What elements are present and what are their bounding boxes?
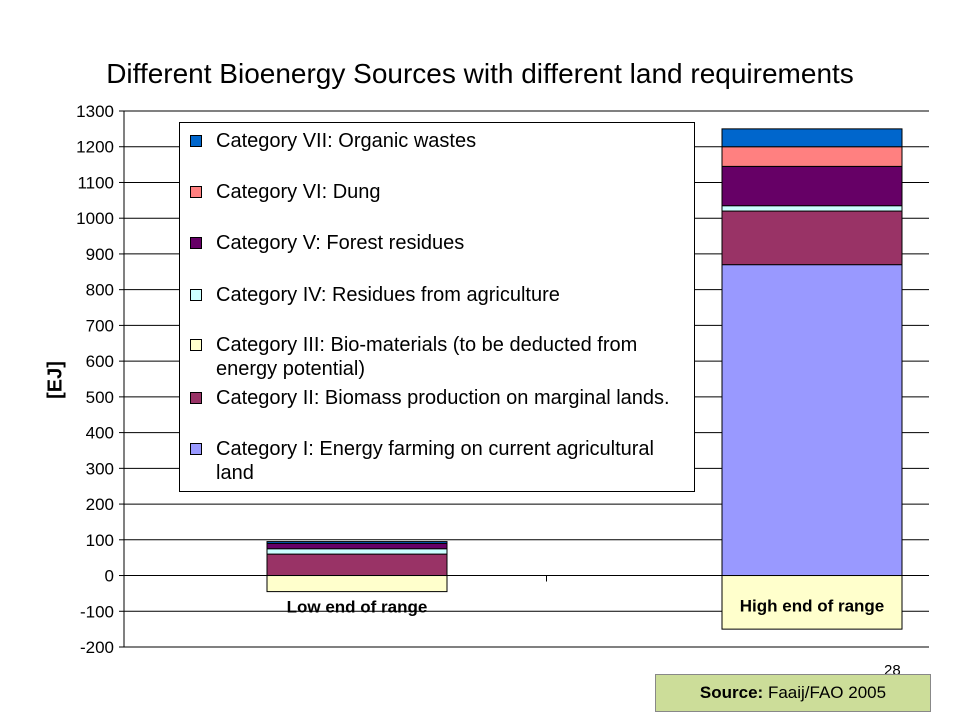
y-tick-label: 1100 (77, 173, 114, 192)
y-tick-label: 400 (86, 424, 114, 443)
y-tick-label: 900 (86, 245, 114, 264)
legend-swatch (190, 135, 202, 147)
legend-swatch (190, 392, 202, 404)
y-tick-label: 0 (105, 567, 114, 586)
source-label: Source: (699, 683, 764, 702)
legend-label: Category VI: Dung (216, 181, 381, 203)
legend-swatch (190, 443, 202, 455)
legend-swatch (190, 186, 202, 198)
legend-label: Category III: Bio-materials (to be deduc… (216, 334, 638, 380)
y-tick-label: -200 (80, 638, 114, 657)
bar-segment (266, 542, 448, 550)
y-tick-label: 1300 (76, 102, 114, 121)
y-tick-label: 600 (86, 352, 114, 371)
y-tick-label: 700 (86, 316, 114, 335)
legend-swatch (190, 339, 202, 351)
bar-segment (721, 205, 903, 212)
bar-segment (266, 548, 448, 555)
y-tick-label: 800 (86, 281, 114, 300)
bars (266, 128, 903, 630)
y-tick-label: 1000 (76, 209, 114, 228)
bar-segment (266, 541, 448, 544)
y-tick-label: 1200 (76, 138, 114, 157)
legend-label: Category VII: Organic wastes (216, 130, 477, 152)
legend-swatch (190, 237, 202, 249)
bar-segment (721, 146, 903, 167)
y-tick-label: -100 (80, 602, 114, 621)
y-tick-label: 100 (86, 531, 114, 550)
y-tick-label: 300 (86, 459, 114, 478)
source-text: Faaij/FAO 2005 (767, 683, 887, 702)
chart-title: Different Bioenergy Sources with differe… (106, 58, 854, 89)
legend-swatch (190, 289, 202, 301)
legend-label: Category I: Energy farming on current ag… (216, 438, 654, 484)
category-labels: Low end of range High end of range (287, 597, 885, 617)
bar-segment (266, 575, 448, 593)
bar-segment (721, 128, 903, 148)
bar-segment (721, 210, 903, 266)
legend-label: Category V: Forest residues (216, 232, 465, 254)
y-tick-label: 500 (86, 388, 114, 407)
chart-legend: Category VII: Organic wastes Category VI:… (179, 122, 695, 492)
legend-label: Category IV: Residues from agriculture (216, 284, 560, 306)
bar-segment (721, 575, 903, 630)
bar-segment (721, 264, 903, 577)
y-tick-labels: 1300120011001000900800700600500400300200… (76, 102, 114, 657)
category-label: Low end of range (287, 598, 428, 617)
legend-label: Category II: Biomass production on margi… (216, 387, 670, 409)
category-label: High end of range (740, 597, 885, 616)
y-tick-label: 200 (86, 495, 114, 514)
source-box: Source: Faaij/FAO 2005 (655, 674, 931, 712)
bar-segment (266, 553, 448, 577)
bar-segment (721, 165, 903, 207)
